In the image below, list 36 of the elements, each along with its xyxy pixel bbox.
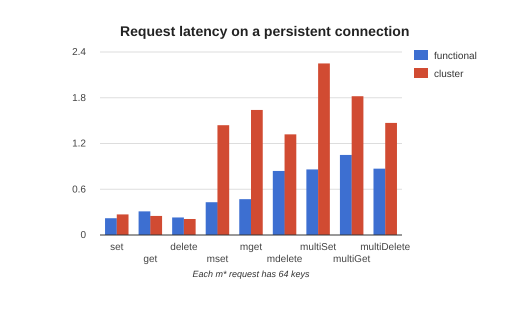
x-tick-label: set [110,242,124,254]
y-tick-label: 0.6 [72,184,86,196]
bar [217,125,230,235]
x-tick-label: mdelete [266,254,303,265]
y-tick-label: 1.8 [72,92,86,104]
bar [306,169,318,235]
y-tick-label: 1.2 [72,138,86,150]
x-tick-label: multiSet [300,242,336,254]
bar [138,211,150,235]
bar [352,96,364,235]
legend-label: cluster [434,69,464,80]
x-tick-label: get [143,254,158,265]
x-tick-label: mset [206,254,228,265]
text: Each m* request has 64 keys [192,269,310,279]
bar [172,217,184,235]
y-tick-label: 2.4 [72,47,86,58]
bar [385,122,397,235]
x-tick-label: mget [240,242,262,254]
x-tick-label: delete [170,242,198,254]
bar [251,110,263,235]
legend-label: functional [434,51,477,62]
bar [318,63,330,235]
bar [272,170,285,235]
bar [116,214,129,235]
bar [340,154,352,235]
bar [206,202,218,235]
y-tick-label: 0 [80,230,86,242]
x-tick-label: multiDelete [360,242,411,254]
x-tick-label: multiGet [333,254,371,265]
bar [150,216,162,235]
bar [184,218,196,235]
chart-title: Request latency on a persistent connection [120,23,410,39]
bar [284,134,296,235]
bar [105,218,117,235]
bar [239,199,251,235]
bar [373,168,386,235]
